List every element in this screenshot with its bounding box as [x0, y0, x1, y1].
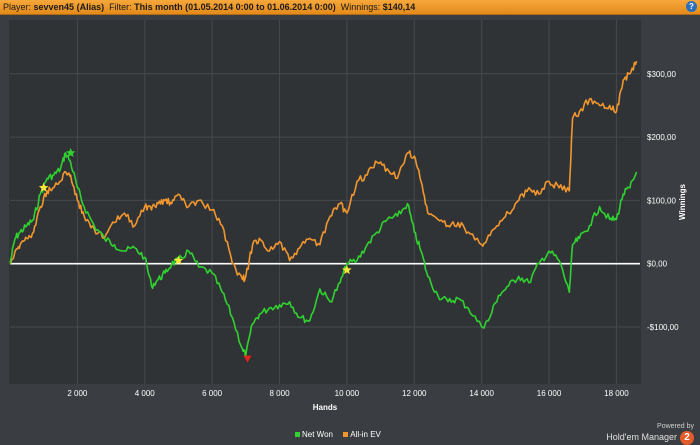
- legend-label-all-in-ev: All-in EV: [350, 430, 381, 439]
- x-tick-label: 12 000: [402, 389, 427, 398]
- brand-version-badge: 2: [680, 431, 694, 445]
- star-marker-icon: [173, 255, 184, 265]
- x-tick-label: 18 000: [604, 389, 629, 398]
- brand-logo: Powered by Hold'em Manager 2: [606, 423, 694, 445]
- x-tick-label: 2 000: [67, 389, 88, 398]
- series-lines: [9, 60, 638, 358]
- legend-label-net-won: Net Won: [302, 430, 333, 439]
- winnings-label: Winnings:: [340, 2, 381, 12]
- legend-swatch-net-won: [295, 432, 300, 438]
- net-won-line: [9, 152, 638, 358]
- report-header: Player: sevven45 (Alias) Filter: This mo…: [0, 0, 700, 15]
- y-axis-label: Winnings: [678, 183, 687, 219]
- filter-label: Filter:: [109, 2, 132, 12]
- legend-item-net-won[interactable]: Net Won: [295, 430, 333, 439]
- all-in-ev-line: [9, 60, 638, 283]
- star-marker-icon: [342, 265, 352, 275]
- help-icon[interactable]: ?: [686, 1, 697, 12]
- filter-value: This month (01.05.2014 0:00 to 01.06.201…: [134, 2, 336, 12]
- bust-marker-icon: [243, 355, 252, 363]
- star-marker-icon: [65, 147, 76, 157]
- legend: Net Won All-in EV: [295, 430, 389, 439]
- plot-area: [9, 20, 641, 384]
- brand-name: Hold'em Manager: [606, 431, 677, 442]
- y-tick-label: -$100,00: [647, 323, 679, 332]
- tick-labels: 2 000 4 000 6 000 8 000 10 000 12 000 14 000 16…: [67, 70, 679, 398]
- y-tick-label: $100,00: [647, 196, 676, 205]
- x-axis-label: Hands: [313, 403, 338, 412]
- player-value: sevven45 (Alias): [33, 2, 105, 12]
- x-tick-label: 14 000: [469, 389, 494, 398]
- x-tick-label: 6 000: [202, 389, 223, 398]
- markers: [38, 147, 352, 363]
- player-label: Player:: [3, 2, 32, 12]
- x-tick-label: 16 000: [537, 389, 562, 398]
- y-tick-label: $300,00: [647, 70, 676, 79]
- x-tick-label: 4 000: [135, 389, 156, 398]
- x-tick-label: 8 000: [270, 389, 291, 398]
- y-tick-label: $200,00: [647, 133, 676, 142]
- x-tick-label: 10 000: [335, 389, 360, 398]
- legend-item-all-in-ev[interactable]: All-in EV: [343, 430, 381, 439]
- legend-swatch-all-in-ev: [343, 432, 349, 438]
- powered-by-text: Powered by: [657, 423, 694, 430]
- y-tick-label: $0,00: [647, 260, 668, 269]
- gridlines: [10, 20, 640, 384]
- star-marker-icon: [38, 182, 49, 192]
- winnings-value: $140,14: [382, 2, 416, 12]
